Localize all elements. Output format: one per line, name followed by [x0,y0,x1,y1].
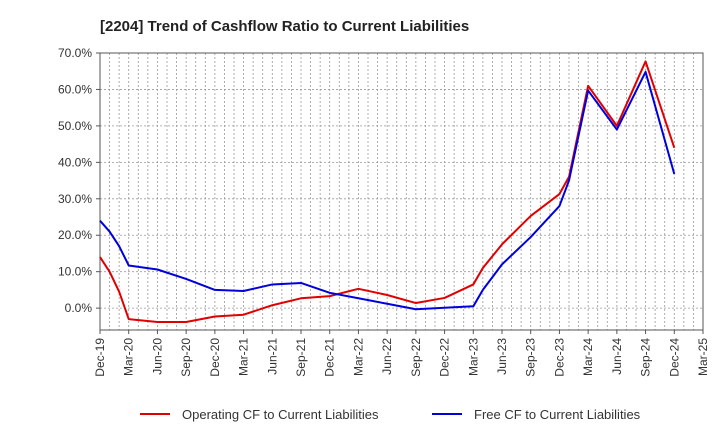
x-tick-label: Mar-23 [466,338,480,376]
legend-label-operating-cf: Operating CF to Current Liabilities [182,407,379,422]
legend-label-free-cf: Free CF to Current Liabilities [474,407,641,422]
x-tick-label: Sep-21 [294,338,308,377]
y-tick-label: 40.0% [58,155,92,169]
x-tick-label: Dec-22 [438,338,452,377]
x-tick-label: Jun-21 [265,338,279,375]
x-tick-label: Mar-20 [122,338,136,376]
x-tick-label: Jun-20 [150,338,164,375]
chart-title: [2204] Trend of Cashflow Ratio to Curren… [100,18,469,35]
y-tick-label: 60.0% [58,82,92,96]
x-tick-label: Jun-24 [610,338,624,375]
x-tick-label: Sep-24 [639,338,653,377]
legend: Operating CF to Current Liabilities Free… [140,407,641,422]
x-tick-label: Mar-22 [351,338,365,376]
x-tick-label: Dec-24 [667,338,681,377]
plot-area-frame [99,52,704,331]
x-tick-label: Mar-24 [581,338,595,376]
x-tick-label: Mar-21 [237,338,251,376]
x-tick-label: Dec-20 [208,338,222,377]
y-tick-label: 20.0% [58,228,92,242]
grid-layer [100,52,703,330]
y-tick-labels: 70.0% 60.0% 50.0% 40.0% 30.0% 20.0% 10.0% 0.0% [58,46,92,315]
x-tick-labels: Dec-19 Mar-20 Jun-20 Sep-20 Dec-20 Mar-21 Jun-… [93,338,710,377]
x-tick-label: Dec-21 [323,338,337,377]
y-tick-label: 30.0% [58,192,92,206]
x-tick-label: Sep-22 [409,338,423,377]
y-tick-label: 0.0% [65,301,93,315]
series-line-free-cf [99,70,676,311]
x-tick-label: Mar-25 [696,338,710,376]
series-layer [99,60,676,323]
x-tick-label: Sep-23 [524,338,538,377]
axes-layer [96,52,704,334]
y-tick-label: 50.0% [58,119,92,133]
x-tick-label: Dec-19 [93,338,107,377]
x-tick-label: Dec-23 [552,338,566,377]
y-tick-label: 70.0% [58,46,92,60]
y-tick-label: 10.0% [58,265,92,279]
x-tick-label: Sep-20 [179,338,193,377]
x-tick-label: Jun-22 [380,338,394,375]
x-tick-label: Jun-23 [495,338,509,375]
